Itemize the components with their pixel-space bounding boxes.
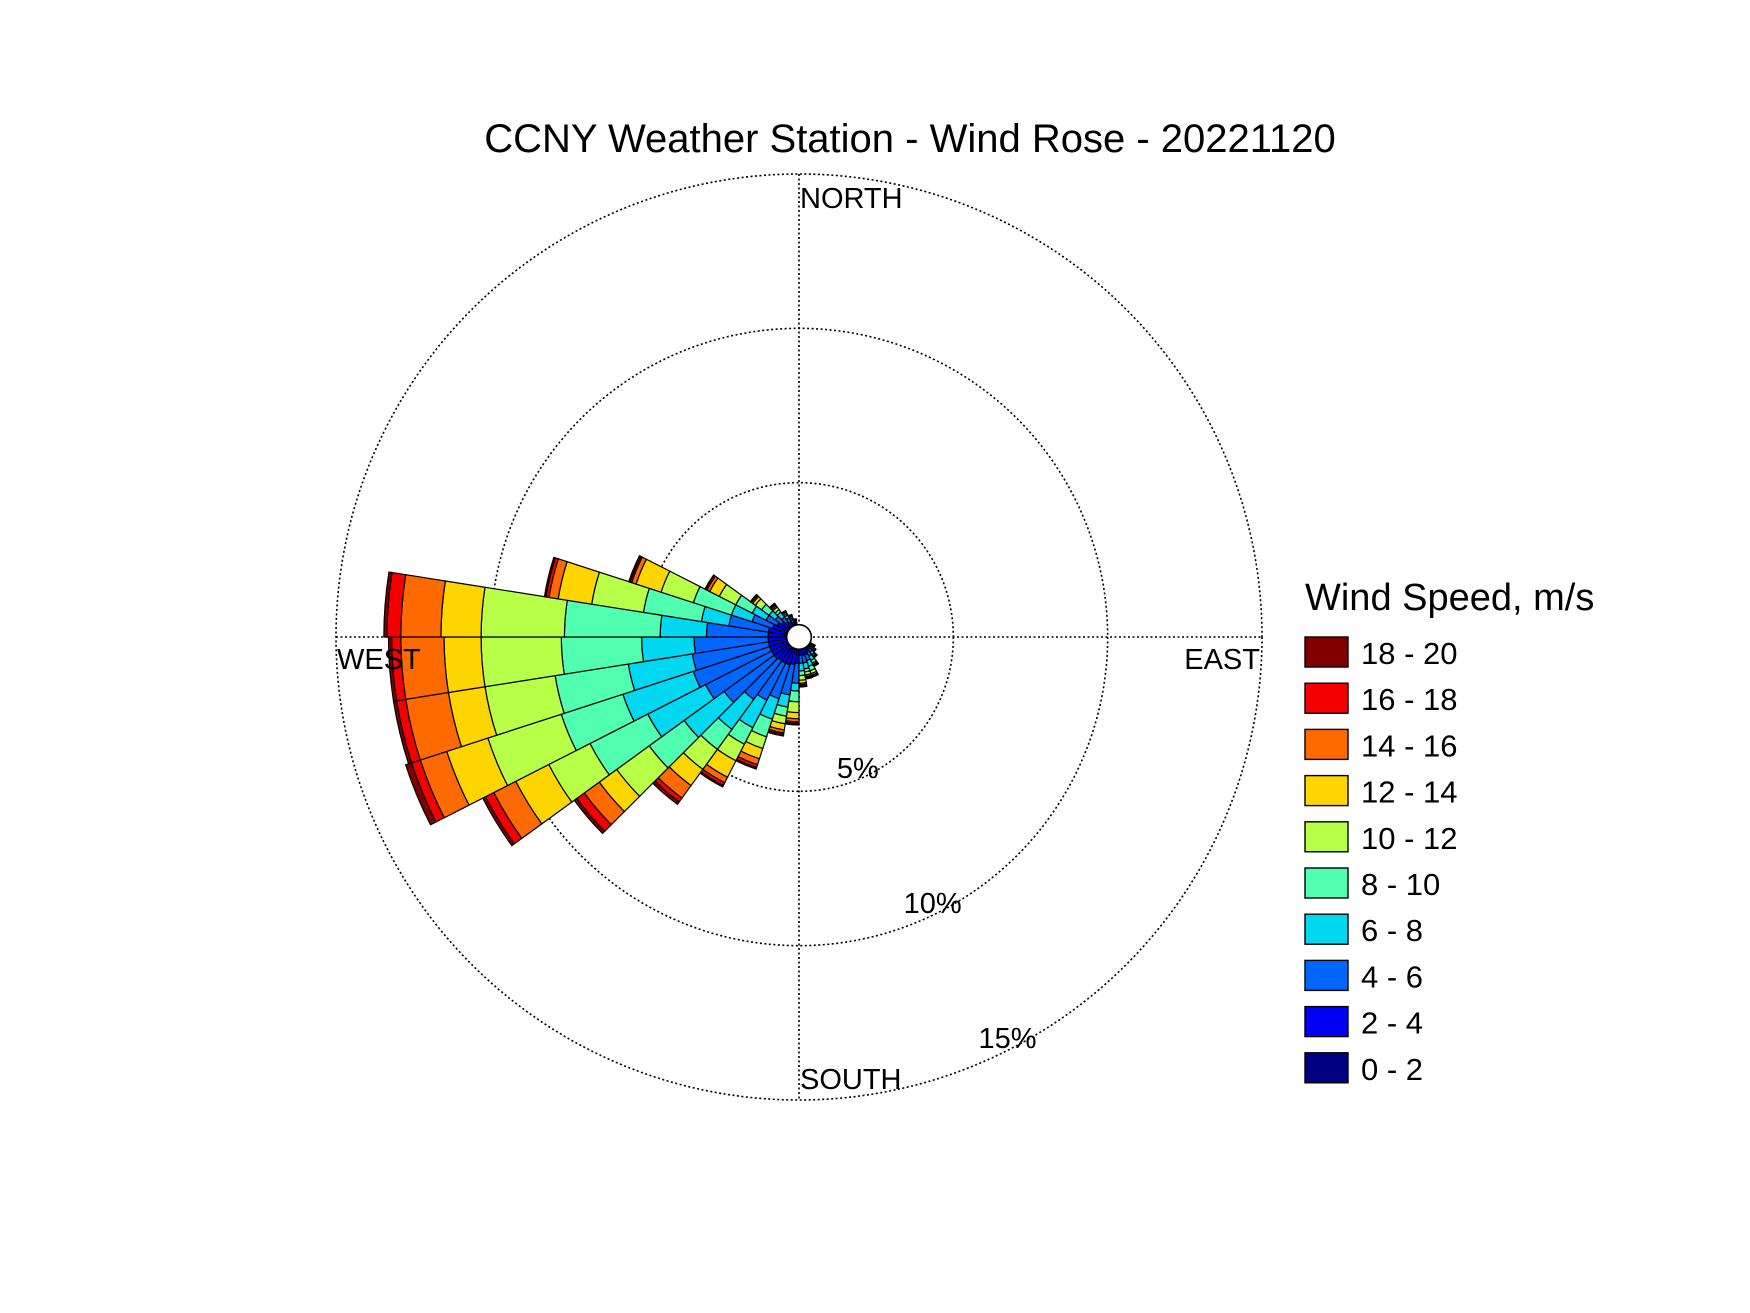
sector-24-bin-8 <box>812 648 817 653</box>
compass-south-label: SOUTH <box>800 1064 902 1096</box>
legend-swatch-8 <box>1304 1005 1349 1038</box>
legend-label-4: 10 - 12 <box>1361 821 1458 856</box>
legend-label-8: 2 - 4 <box>1361 1006 1423 1041</box>
sector-11-bin-9 <box>543 556 557 598</box>
sector-23-bin-9 <box>813 654 818 659</box>
sector-13-bin-9 <box>704 574 715 591</box>
sector-25-bin-8 <box>812 644 817 649</box>
legend-label-6: 6 - 8 <box>1361 913 1423 948</box>
legend-label-9: 0 - 2 <box>1361 1052 1423 1087</box>
sector-7-bin-9 <box>404 762 437 826</box>
compass-east-label: EAST <box>1184 644 1260 676</box>
compass-north-label: NORTH <box>800 183 903 215</box>
wind-sectors <box>383 554 820 847</box>
sector-10-bin-7 <box>400 574 447 638</box>
sector-19-bin-9 <box>798 685 808 688</box>
legend-swatch-9 <box>1304 1052 1349 1084</box>
calm-center <box>785 623 813 651</box>
ring-label-2: 10% <box>904 888 962 920</box>
legend-swatch-2 <box>1304 728 1349 761</box>
legend-label-7: 4 - 6 <box>1361 959 1423 994</box>
legend-swatch-4 <box>1304 821 1349 853</box>
legend-label-2: 14 - 16 <box>1361 728 1458 763</box>
ring-label-1: 5% <box>837 753 879 785</box>
sector-17-bin-9 <box>787 613 793 617</box>
sector-21-bin-9 <box>811 673 820 678</box>
ring-labels: 5% 10% 15% <box>837 753 1037 1055</box>
sector-16-bin-9 <box>780 609 787 615</box>
sector-22-bin-9 <box>813 662 820 668</box>
legend-swatch-5 <box>1304 867 1349 899</box>
legend-label-0: 18 - 20 <box>1361 636 1458 671</box>
sector-18-bin-8 <box>792 618 797 621</box>
sector-10-bin-6 <box>440 580 486 638</box>
legend-label-1: 16 - 18 <box>1361 682 1458 717</box>
sector-9-bin-6 <box>443 636 486 694</box>
legend-swatch-0 <box>1304 636 1349 668</box>
sector-15-bin-9 <box>768 602 776 610</box>
legend-swatch-7 <box>1304 959 1349 992</box>
legend-swatch-1 <box>1304 682 1349 714</box>
sector-14-bin-9 <box>749 593 758 604</box>
legend-swatch-3 <box>1304 774 1349 807</box>
ring-label-3: 15% <box>978 1023 1036 1055</box>
sector-10-bin-9 <box>383 571 393 638</box>
legend-swatch-6 <box>1304 913 1349 945</box>
chart-title: CCNY Weather Station - Wind Rose - 20221… <box>484 117 1336 161</box>
legend-label-5: 8 - 10 <box>1361 867 1440 902</box>
legend: Wind Speed, m/s 18 - 20 16 - 18 14 - 16 12 … <box>1304 577 1594 1087</box>
legend-label-3: 12 - 14 <box>1361 775 1458 810</box>
legend-title: Wind Speed, m/s <box>1305 577 1594 619</box>
sector-12-bin-9 <box>627 554 642 583</box>
compass-west-label: WEST <box>337 644 421 676</box>
